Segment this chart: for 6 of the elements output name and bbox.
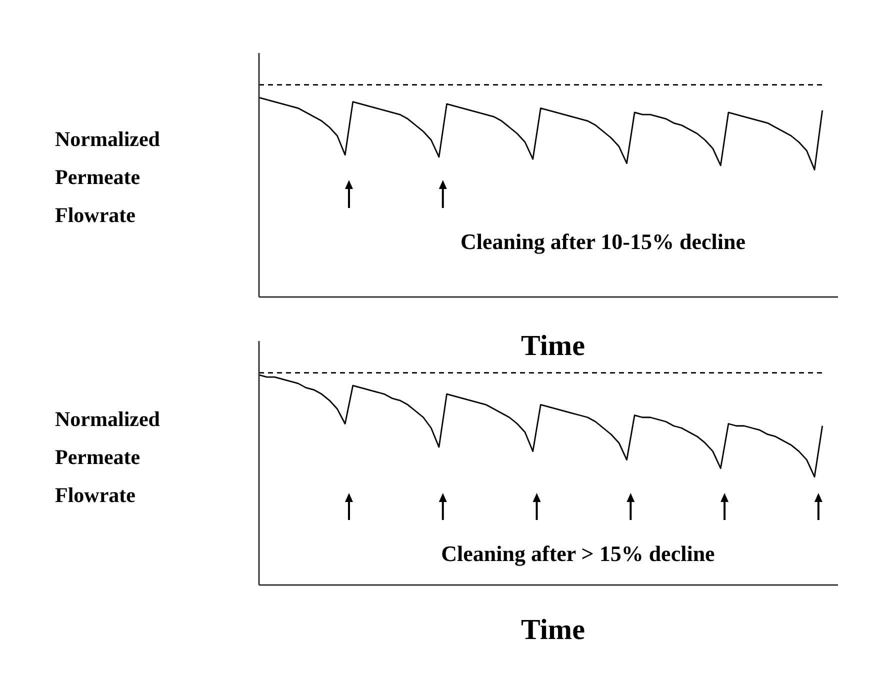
x-axis-title: Time [520,330,586,363]
y-axis-title: Normalized Permeate Flowrate [55,126,161,229]
annotation: Cleaning after 10-15% decline [460,229,746,255]
x-axis-title: Time [520,614,586,647]
y-axis-title: Normalized Permeate Flowrate [55,406,161,509]
annotation: Cleaning after > 15% decline [440,541,716,567]
